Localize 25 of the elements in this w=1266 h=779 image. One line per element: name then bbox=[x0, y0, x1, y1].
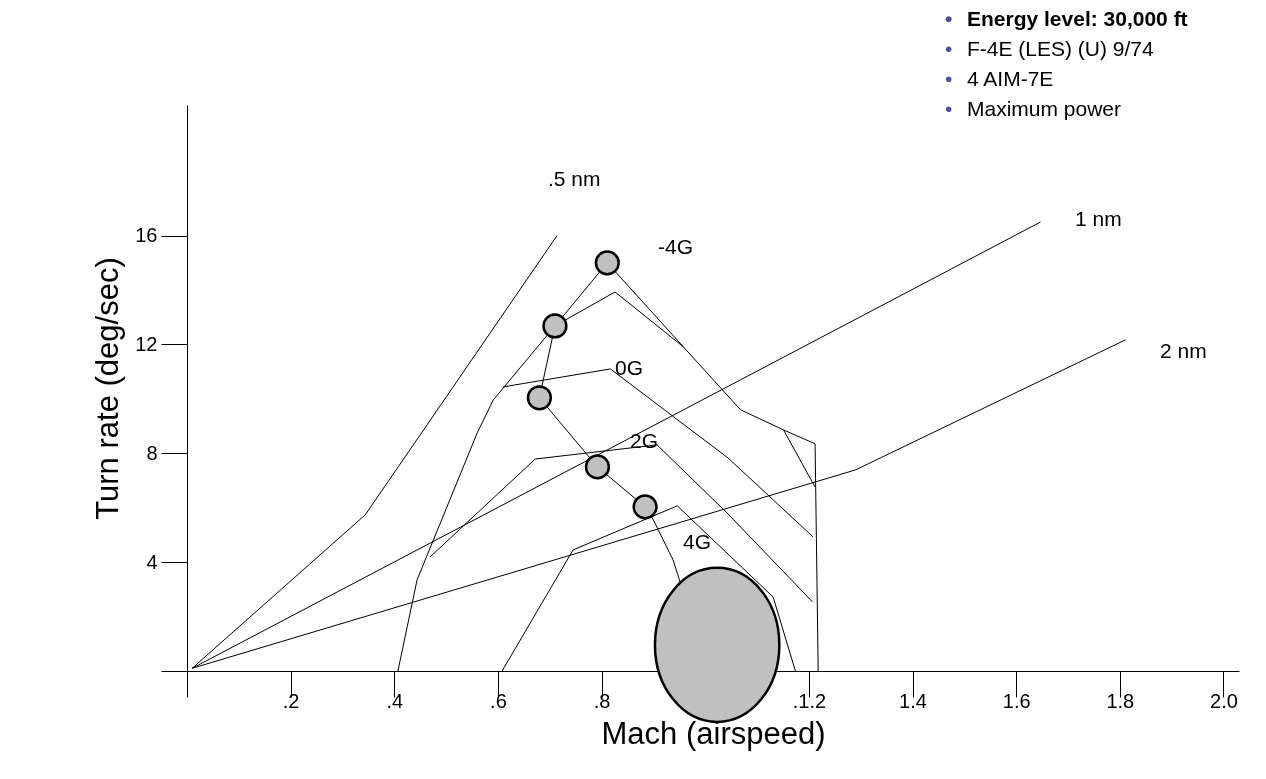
annotation: -4G bbox=[658, 235, 694, 258]
text: • F-4E (LES) (U) 9/74 bbox=[945, 36, 1155, 62]
y-tick-label: 4 bbox=[146, 550, 158, 573]
x-axis-title: Mach (airspeed) bbox=[601, 715, 826, 751]
annotation: • Maximum power bbox=[945, 96, 1123, 122]
y-tick-label: 12 bbox=[135, 332, 158, 355]
x-tick-label: 1.8 bbox=[1106, 689, 1135, 712]
x-tick-label: .8 bbox=[593, 689, 611, 712]
annotation: .5 nm bbox=[548, 167, 601, 190]
y-tick-label: 8 bbox=[146, 441, 158, 464]
x-tick-label: .1.2 bbox=[792, 689, 827, 712]
x-tick-label: 1.6 bbox=[1002, 689, 1031, 712]
y-axis-title: Turn rate (deg/sec) bbox=[90, 257, 126, 520]
text: • Energy level: 30,000 ft bbox=[945, 6, 1189, 32]
x-tick-label: 2.0 bbox=[1210, 689, 1238, 712]
y-tick-label: 16 bbox=[135, 224, 158, 247]
x-tick-label: .4 bbox=[386, 689, 404, 712]
annotation: 1 nm bbox=[1075, 207, 1122, 230]
x-tick-label: .2 bbox=[282, 689, 300, 712]
text: • 4 AIM-7E bbox=[945, 66, 1055, 92]
x-tick-label: .6 bbox=[490, 689, 507, 712]
annotation: 4G bbox=[683, 530, 712, 553]
x-tick-label: 1.4 bbox=[899, 689, 927, 712]
annotation: 0G bbox=[615, 356, 644, 379]
annotation: 2 nm bbox=[1160, 339, 1207, 362]
